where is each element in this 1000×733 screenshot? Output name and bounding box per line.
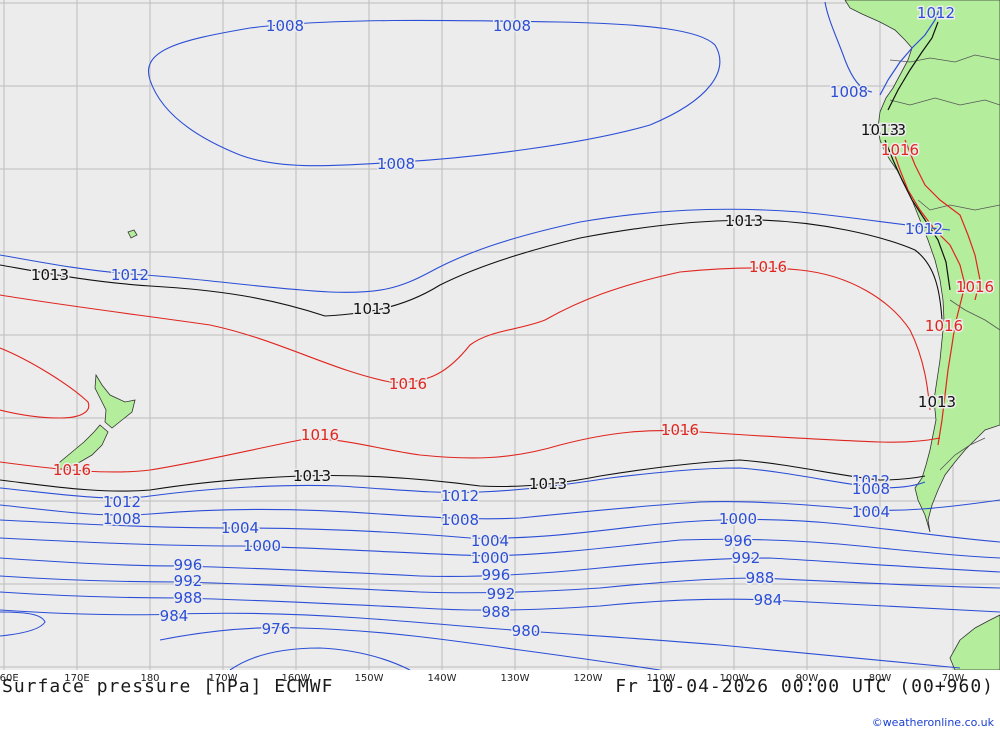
isobar-label: 984	[754, 591, 783, 609]
isobar-label: 976	[262, 620, 291, 638]
isobar-label: 1008	[493, 17, 531, 35]
pressure-map: 1008 100810081012100810131016101310121012…	[0, 0, 1000, 670]
isobar-label: 1016	[749, 258, 787, 276]
isobar-label: 1013	[861, 121, 899, 139]
isobar-label: 1008	[103, 510, 141, 528]
isobar-label: 1008	[441, 511, 479, 529]
isobar-label: 1004	[221, 519, 259, 537]
isobar-1008-closed	[147, 19, 721, 167]
lon-label: 170E	[64, 673, 90, 684]
country-borders	[889, 54, 1000, 471]
isobar-label: 1000	[243, 537, 281, 555]
antarctic-peninsula-land	[949, 614, 1000, 670]
isobar-1008	[0, 499, 1000, 520]
isobar-1016-lower	[0, 429, 941, 473]
isobar-label: 1013	[353, 300, 391, 318]
isobar-label: 988	[746, 569, 775, 587]
valid-time: Fr 10-04-2026 00:00 UTC (00+960)	[615, 676, 994, 697]
isobar-label: 1016	[925, 317, 963, 335]
isobar-label: 1013	[868, 121, 906, 139]
credit-link[interactable]: ©weatheronline.co.uk	[871, 716, 994, 729]
isobar-label: 992	[487, 585, 516, 603]
lon-label: 150W	[354, 673, 384, 684]
isobar-label: 1016	[53, 461, 91, 479]
isobar-label: 1016	[661, 421, 699, 439]
isobar-1013-upper	[0, 219, 943, 321]
isobar-1016-upper	[0, 267, 931, 411]
isobar-label: 1013	[293, 467, 331, 485]
isobar-label: 988	[174, 589, 203, 607]
isobar-label: 996	[174, 556, 203, 574]
isobar-label: 1016	[389, 375, 427, 393]
isobar-label: 1013	[31, 266, 69, 284]
isobar-980-west	[0, 611, 46, 637]
isobar-984	[0, 609, 961, 669]
isobar-label: 988	[482, 603, 511, 621]
isobar-label: 1008	[830, 83, 868, 101]
isobar-1016-nz	[0, 347, 90, 419]
isobar-label: 1000	[719, 510, 757, 528]
isobar-label: 1008	[266, 17, 304, 35]
fiji-islands	[127, 229, 138, 239]
isobar-996	[0, 557, 1000, 578]
isobar-992	[0, 575, 1000, 594]
isobar-1004	[0, 518, 1000, 543]
isobar-label: 1008	[377, 155, 415, 173]
lon-label: 170W	[208, 673, 238, 684]
isobar-1012-lower	[0, 467, 926, 499]
isobar-label: 1012	[441, 487, 479, 505]
isobar-label: 1004	[852, 503, 890, 521]
isobar-label: 1012	[852, 472, 890, 490]
lon-label: 180	[140, 673, 160, 684]
isobar-label: 1004	[471, 532, 509, 550]
isobar-label: 1008	[852, 480, 890, 498]
isobar-label: 1012	[905, 220, 943, 238]
isobar-1012-upper	[0, 208, 951, 293]
isobar-label: 1013	[918, 393, 956, 411]
isobar-988	[0, 591, 1000, 613]
isobar-980	[159, 627, 661, 670]
lon-label: 100W	[719, 673, 749, 684]
lon-label: 90W	[795, 673, 819, 684]
isobar-label: 992	[732, 549, 761, 567]
isobar-label: 992	[174, 572, 203, 590]
isobar-label: 1013	[529, 475, 567, 493]
isobar-label: 1012	[917, 4, 955, 22]
lon-label: 130W	[500, 673, 530, 684]
isobar-label: 984	[160, 607, 189, 625]
isobar-label: 1012	[103, 493, 141, 511]
isobar-label: 996	[482, 566, 511, 584]
land-masses	[55, 0, 1000, 670]
lon-label: 110W	[646, 673, 676, 684]
isobar-label: 1012	[111, 266, 149, 284]
isobar-label: 996	[724, 532, 753, 550]
isobar-labels: 1008 100810081012100810131016101310121012…	[29, 3, 995, 642]
isobar-label: 1016	[956, 278, 994, 296]
andes-contours	[879, 7, 981, 446]
isobar-1008-ne	[824, 1, 873, 93]
lon-label: 160W	[281, 673, 311, 684]
isobar-label: 1016	[301, 426, 339, 444]
map-title: Surface pressure [hPa] ECMWF	[2, 676, 334, 697]
lon-label: 70W	[941, 673, 965, 684]
lon-label: 80W	[868, 673, 892, 684]
lon-label: 160E	[0, 673, 19, 684]
isobars	[0, 1, 1000, 670]
isobar-label: 980	[512, 622, 541, 640]
lon-label: 140W	[427, 673, 457, 684]
south-america-land	[844, 0, 1000, 533]
isobar-976	[229, 647, 411, 670]
isobar-label: 1013	[725, 212, 763, 230]
isobar-1000	[0, 537, 1000, 559]
lon-label: 120W	[573, 673, 603, 684]
isobar-1013-lower	[0, 459, 926, 492]
isobar-label: 1016	[881, 141, 919, 159]
new-zealand-north-island	[94, 373, 136, 429]
isobar-label: 1000	[471, 549, 509, 567]
